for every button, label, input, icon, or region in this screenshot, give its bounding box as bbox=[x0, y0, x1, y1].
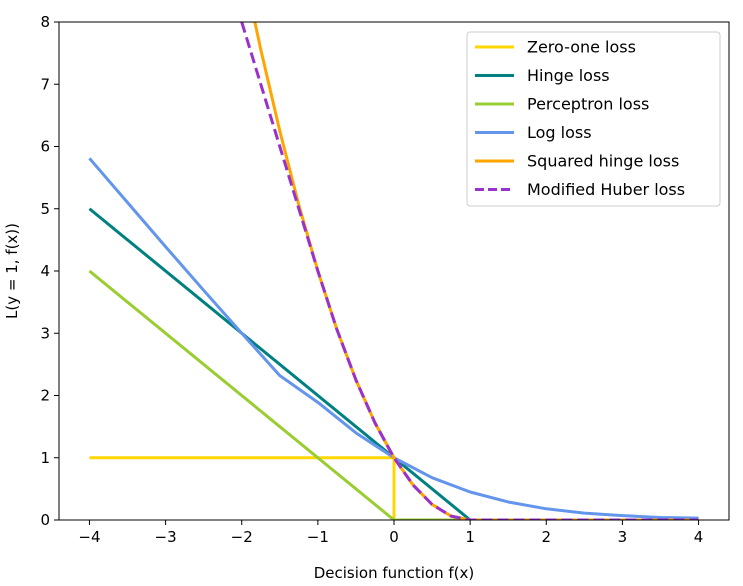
legend-label-log-loss: Log loss bbox=[527, 123, 592, 142]
legend-label-squared-hinge-loss: Squared hinge loss bbox=[527, 152, 679, 171]
y-tick-label: 0 bbox=[40, 511, 50, 529]
series-line-perceptron-loss bbox=[88, 269, 699, 520]
series-line-modified-huber-loss bbox=[240, 22, 699, 520]
x-axis: −4 −3 −2 −1 0 1 2 3 4 bbox=[78, 520, 703, 546]
series-layer bbox=[88, 22, 699, 520]
x-tick-label: −2 bbox=[231, 528, 253, 546]
y-axis-label: L(y = 1, f(x)) bbox=[3, 223, 21, 319]
y-tick-label: 1 bbox=[40, 449, 50, 467]
y-tick-label: 8 bbox=[40, 13, 50, 31]
y-tick-label: 6 bbox=[40, 138, 50, 156]
y-tick-label: 4 bbox=[40, 262, 50, 280]
legend-label-perceptron-loss: Perceptron loss bbox=[527, 95, 649, 114]
legend-label-hinge-loss: Hinge loss bbox=[527, 66, 610, 85]
series-line-zero-one-loss bbox=[89, 456, 699, 520]
legend-box bbox=[466, 31, 721, 207]
x-tick-label: 0 bbox=[389, 528, 399, 546]
x-axis-label: Decision function f(x) bbox=[314, 564, 475, 582]
x-tick-label: −3 bbox=[155, 528, 177, 546]
x-tick-label: 3 bbox=[618, 528, 628, 546]
series-line-hinge-loss bbox=[88, 207, 699, 520]
y-tick-label: 5 bbox=[40, 200, 50, 218]
y-tick-label: 3 bbox=[40, 324, 50, 342]
x-tick-label: 2 bbox=[541, 528, 551, 546]
x-tick-label: 4 bbox=[694, 528, 704, 546]
y-tick-label: 2 bbox=[40, 387, 50, 405]
x-tick-label: 1 bbox=[465, 528, 475, 546]
y-axis: 0 1 2 3 4 5 6 7 8 bbox=[40, 13, 59, 529]
x-tick-label: −1 bbox=[307, 528, 329, 546]
x-tick-label: −4 bbox=[78, 528, 100, 546]
legend-label-zero-one-loss: Zero-one loss bbox=[527, 38, 636, 57]
legend: Zero-one loss Hinge loss Perceptron loss Lo… bbox=[466, 31, 721, 207]
legend-label-modified-huber-loss: Modified Huber loss bbox=[527, 180, 685, 199]
y-tick-label: 7 bbox=[40, 75, 50, 93]
